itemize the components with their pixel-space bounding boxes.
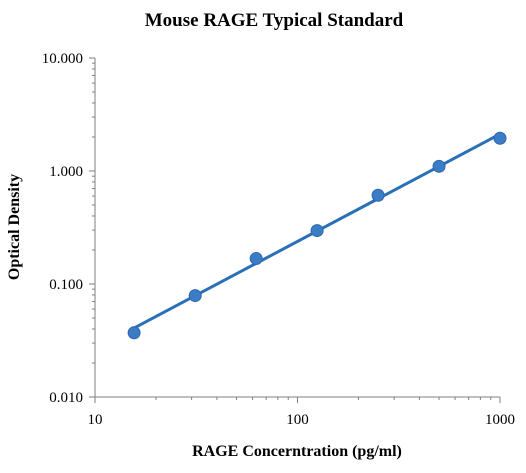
- y-axis-title: Optical Density: [6, 174, 23, 280]
- x-tick-label: 100: [286, 412, 309, 428]
- data-point: [127, 326, 141, 340]
- x-tick-label: 10: [88, 412, 103, 428]
- x-axis-title: RAGE Concerntration (pg/ml): [192, 443, 402, 460]
- data-point: [371, 188, 385, 202]
- x-tick-label: 1000: [485, 412, 515, 428]
- y-tick-label: 0.010: [49, 390, 83, 406]
- data-point: [493, 131, 507, 145]
- y-tick-label: 1.000: [49, 164, 83, 180]
- y-tick-label: 10.000: [42, 51, 83, 67]
- chart-title: Mouse RAGE Typical Standard: [145, 10, 404, 31]
- data-point: [188, 289, 202, 303]
- plot-area: 0.010 0.100 1.000 10.000 10 100 1000: [42, 51, 515, 428]
- data-point: [310, 224, 324, 238]
- y-tick-label: 0.100: [49, 277, 83, 293]
- data-point: [249, 252, 263, 266]
- data-point: [432, 159, 446, 173]
